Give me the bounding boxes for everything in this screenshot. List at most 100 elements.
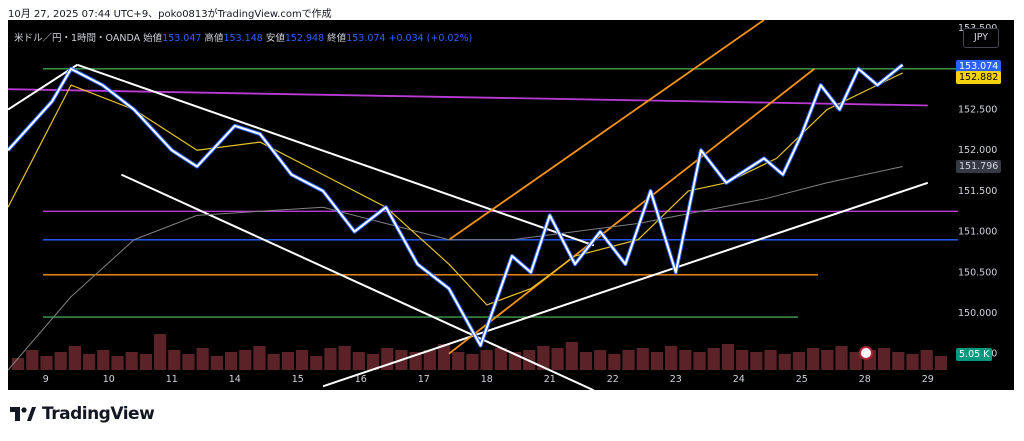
volume-bar xyxy=(750,352,763,370)
volume-bar xyxy=(324,348,337,370)
volume-bar xyxy=(82,354,96,370)
volume-bar xyxy=(210,356,223,370)
volume-bar xyxy=(437,344,451,370)
volume-bar xyxy=(423,350,436,370)
price-badge: 5.05 K xyxy=(956,348,993,361)
x-tick-label: 23 xyxy=(670,374,682,385)
legend-open: 153.047 xyxy=(162,33,202,44)
volume-bar xyxy=(480,350,493,370)
volume-bar xyxy=(239,350,252,370)
trendline-white xyxy=(322,181,929,388)
volume-bar xyxy=(594,350,607,370)
volume-bar xyxy=(139,354,152,370)
x-tick-label: 18 xyxy=(481,374,493,385)
volume-bar xyxy=(906,354,919,370)
volume-bar xyxy=(622,350,635,370)
x-tick-label: 17 xyxy=(418,374,430,385)
y-tick-label: 152.000 xyxy=(958,145,997,156)
volume-bar xyxy=(366,354,380,370)
volume-bar xyxy=(281,352,294,370)
volume-bar xyxy=(579,352,593,370)
volume-bar xyxy=(111,356,124,370)
volume-bar xyxy=(196,348,209,370)
volume-bar xyxy=(934,356,947,370)
volume-bar xyxy=(452,352,465,370)
volume-bar xyxy=(182,354,195,370)
volume-bar xyxy=(736,350,749,370)
volume-bar xyxy=(892,352,905,370)
volume-bar xyxy=(608,354,621,370)
volume-bar xyxy=(54,352,67,370)
volume-bar xyxy=(565,342,578,370)
volume-bar xyxy=(920,350,933,370)
footer: TradingView xyxy=(10,404,155,424)
volume-bar xyxy=(878,348,891,370)
volume-bar xyxy=(650,352,664,370)
y-tick-label: 151.500 xyxy=(958,186,997,197)
legend-low: 152.948 xyxy=(284,33,325,44)
us-flag-icon xyxy=(859,346,873,360)
trendline-orange xyxy=(448,68,815,355)
volume-bar xyxy=(693,352,706,370)
x-tick-label: 25 xyxy=(796,374,808,385)
volume-bar xyxy=(636,348,649,370)
volume-bar xyxy=(721,344,735,370)
chart-legend: 米ドル／円・1時間・OANDA 始値153.047 高値153.148 安値15… xyxy=(14,30,472,44)
volume-bar xyxy=(821,350,834,370)
volume-bar xyxy=(494,348,507,370)
trendline-white xyxy=(120,173,595,390)
x-tick-label: 21 xyxy=(544,374,556,385)
y-tick-label: 151.000 xyxy=(958,227,997,238)
legend-low-label: 安値 xyxy=(265,33,285,44)
trendline-orange xyxy=(448,20,765,241)
x-tick-label: 22 xyxy=(607,374,619,385)
legend-close-label: 終値 xyxy=(327,33,347,44)
x-tick-label: 9 xyxy=(43,374,49,385)
price-chart[interactable]: 153.500153.000152.500152.000151.500151.0… xyxy=(8,20,1014,390)
volume-bar xyxy=(707,348,720,370)
x-tick-label: 10 xyxy=(103,374,115,385)
price-badge: 151.796 xyxy=(956,159,1002,173)
y-tick-label: 152.500 xyxy=(958,105,997,116)
volume-bar xyxy=(537,346,550,370)
volume-bar xyxy=(835,346,848,370)
volume-bar xyxy=(125,352,138,370)
legend-high-label: 高値 xyxy=(204,33,224,44)
moving-average-fast xyxy=(8,72,903,306)
chart-panel[interactable]: 153.500153.000152.500152.000151.500151.0… xyxy=(8,20,1014,390)
volume-bar xyxy=(168,350,181,370)
volume-bar xyxy=(97,350,110,370)
tradingview-logo-text: TradingView xyxy=(42,404,155,424)
chart-caption: 10月 27, 2025 07:44 UTC+9、poko0813がTradin… xyxy=(8,9,332,20)
volume-bar xyxy=(12,358,25,370)
x-tick-label: 29 xyxy=(922,374,934,385)
price-line-glow xyxy=(8,63,904,348)
tradingview-logo-icon xyxy=(10,407,36,421)
volume-bar xyxy=(68,346,81,370)
x-tick-label: 16 xyxy=(355,374,367,385)
legend-close: 153.074 xyxy=(346,33,386,44)
volume-bar xyxy=(40,356,53,370)
volume-bar xyxy=(253,346,266,370)
volume-bar xyxy=(665,346,678,370)
volume-bar xyxy=(466,354,479,370)
volume-bar xyxy=(267,354,280,370)
legend-change: +0.034 (+0.02%) xyxy=(388,33,473,44)
currency-button[interactable]: JPY xyxy=(963,28,999,48)
legend-title: 米ドル／円・1時間・OANDA xyxy=(14,33,141,44)
y-tick-label: 150.500 xyxy=(958,267,997,278)
volume-bar xyxy=(849,352,862,370)
volume-bar xyxy=(352,352,365,370)
volume-bar xyxy=(764,350,777,370)
legend-open-label: 始値 xyxy=(143,33,163,44)
volume-bar xyxy=(792,352,806,370)
x-tick-label: 24 xyxy=(733,374,745,385)
x-tick-label: 28 xyxy=(859,374,871,385)
x-tick-label: 14 xyxy=(229,374,241,385)
volume-bar xyxy=(778,354,791,370)
volume-bar xyxy=(807,348,820,370)
y-tick-label: 150.000 xyxy=(958,308,997,319)
volume-bar xyxy=(310,356,323,370)
x-tick-label: 11 xyxy=(166,374,178,385)
legend-high: 153.148 xyxy=(223,33,263,44)
